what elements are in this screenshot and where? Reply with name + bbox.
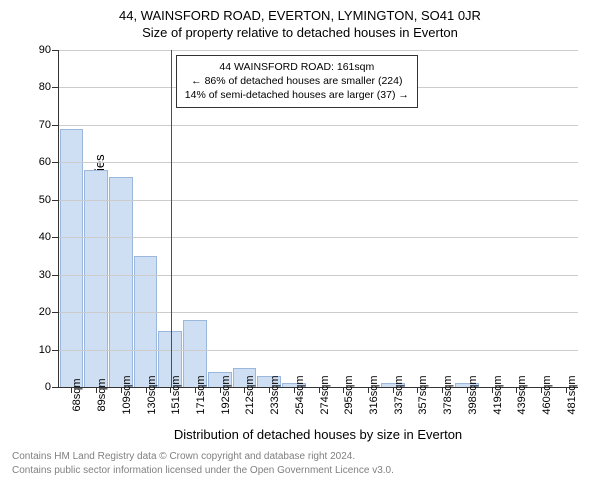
y-tick <box>52 312 58 313</box>
x-tick-label: 130sqm <box>146 375 158 414</box>
x-axis-label: Distribution of detached houses by size … <box>58 427 578 442</box>
y-tick <box>52 200 58 201</box>
footer-line-2: Contains public sector information licen… <box>12 464 588 478</box>
x-tick-label: 378sqm <box>442 375 454 414</box>
x-tick-label: 398sqm <box>467 375 479 414</box>
y-tick <box>52 275 58 276</box>
x-tick-label: 337sqm <box>393 375 405 414</box>
annotation-box: 44 WAINSFORD ROAD: 161sqm ← 86% of detac… <box>176 55 418 108</box>
x-tick-label: 357sqm <box>417 375 429 414</box>
reference-line <box>171 50 172 387</box>
x-tick-label: 439sqm <box>516 375 528 414</box>
x-tick-label: 254sqm <box>294 375 306 414</box>
x-tick-label: 316sqm <box>368 375 380 414</box>
y-tick <box>52 50 58 51</box>
grid-line <box>59 275 578 276</box>
y-tick <box>52 350 58 351</box>
x-tick-label: 460sqm <box>541 375 553 414</box>
grid-line <box>59 50 578 51</box>
x-tick-label: 68sqm <box>71 378 83 411</box>
y-tick <box>52 162 58 163</box>
grid-line <box>59 162 578 163</box>
x-tick-label: 212sqm <box>244 375 256 414</box>
annotation-line-1: 44 WAINSFORD ROAD: 161sqm <box>185 60 409 74</box>
x-tick-label: 171sqm <box>195 375 207 414</box>
y-tick <box>52 387 58 388</box>
x-tick-label: 192sqm <box>220 375 232 414</box>
y-tick-label: 30 <box>39 269 51 281</box>
x-tick-label: 419sqm <box>492 375 504 414</box>
chart-container: Number of detached properties 44 WAINSFO… <box>12 44 588 444</box>
grid-line <box>59 237 578 238</box>
x-tick-label: 151sqm <box>170 375 182 414</box>
grid-line <box>59 125 578 126</box>
grid-line <box>59 312 578 313</box>
y-tick-label: 40 <box>39 231 51 243</box>
footer-attribution: Contains HM Land Registry data © Crown c… <box>12 450 588 477</box>
y-tick-label: 10 <box>39 344 51 356</box>
x-tick-label: 295sqm <box>343 375 355 414</box>
histogram-bar <box>109 177 133 387</box>
annotation-line-3: 14% of semi-detached houses are larger (… <box>185 88 409 102</box>
y-tick-label: 60 <box>39 156 51 168</box>
chart-title-sub: Size of property relative to detached ho… <box>12 25 588 40</box>
y-tick-label: 50 <box>39 194 51 206</box>
x-tick-label: 109sqm <box>121 375 133 414</box>
chart-title-main: 44, WAINSFORD ROAD, EVERTON, LYMINGTON, … <box>12 8 588 23</box>
histogram-bar <box>60 129 84 387</box>
y-tick-label: 80 <box>39 81 51 93</box>
footer-line-1: Contains HM Land Registry data © Crown c… <box>12 450 588 464</box>
y-tick-label: 90 <box>39 44 51 56</box>
y-tick-label: 0 <box>45 381 51 393</box>
annotation-line-2: ← 86% of detached houses are smaller (22… <box>185 74 409 88</box>
y-tick-label: 70 <box>39 119 51 131</box>
y-tick-label: 20 <box>39 306 51 318</box>
x-tick-label: 233sqm <box>269 375 281 414</box>
x-tick-label: 274sqm <box>319 375 331 414</box>
y-tick <box>52 237 58 238</box>
grid-line <box>59 200 578 201</box>
histogram-bar <box>84 170 108 387</box>
y-tick <box>52 87 58 88</box>
y-tick <box>52 125 58 126</box>
x-tick-label: 89sqm <box>96 378 108 411</box>
grid-line <box>59 350 578 351</box>
x-tick-label: 481sqm <box>566 375 578 414</box>
plot-area: 44 WAINSFORD ROAD: 161sqm ← 86% of detac… <box>58 50 578 388</box>
